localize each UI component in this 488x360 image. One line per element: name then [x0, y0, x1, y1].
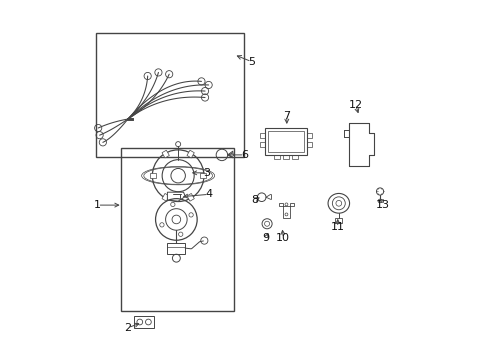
Text: 5: 5	[248, 57, 255, 67]
Polygon shape	[200, 173, 206, 178]
Bar	[335, 219, 342, 223]
Bar	[260, 134, 265, 138]
Bar	[167, 243, 185, 253]
Text: 13: 13	[375, 200, 389, 210]
Bar	[306, 142, 311, 147]
Text: 9: 9	[262, 233, 269, 243]
Bar	[292, 155, 297, 159]
Bar	[283, 155, 288, 159]
Text: 8: 8	[251, 195, 258, 205]
Text: 1: 1	[94, 200, 101, 210]
Bar	[96, 33, 244, 157]
Polygon shape	[162, 193, 169, 201]
Polygon shape	[186, 193, 194, 201]
Bar	[268, 131, 303, 152]
Polygon shape	[162, 150, 169, 158]
Bar	[306, 134, 311, 138]
Bar	[121, 148, 233, 311]
Text: 3: 3	[203, 168, 210, 178]
Bar	[274, 155, 280, 159]
Polygon shape	[186, 150, 194, 158]
Text: 11: 11	[330, 222, 344, 232]
Bar	[134, 316, 154, 328]
Bar	[265, 128, 306, 155]
Text: 6: 6	[241, 150, 247, 160]
Text: 7: 7	[283, 111, 290, 121]
Polygon shape	[167, 192, 185, 201]
Ellipse shape	[327, 193, 349, 213]
Bar	[260, 142, 265, 147]
Text: 4: 4	[204, 189, 212, 199]
Polygon shape	[150, 173, 156, 178]
Text: 10: 10	[276, 233, 290, 243]
Bar	[377, 199, 382, 202]
Text: 12: 12	[348, 100, 362, 110]
Text: 2: 2	[124, 323, 131, 333]
Polygon shape	[279, 203, 293, 218]
